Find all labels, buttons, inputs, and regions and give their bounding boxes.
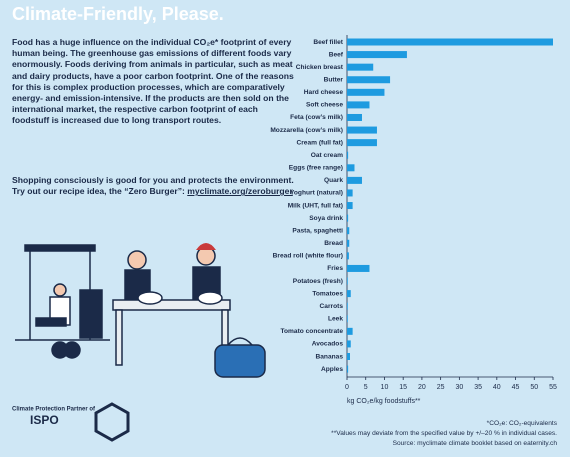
y-tick-label: Leek (328, 316, 343, 323)
y-tick-label: Pasta, spaghetti (292, 227, 343, 234)
y-tick-label: Soya drink (309, 215, 343, 222)
bar (347, 51, 407, 59)
x-tick-label: 45 (512, 384, 520, 391)
logo: Climate Protection Partner of ISPO (12, 402, 130, 442)
y-tick-label: Feta (cow’s milk) (290, 114, 343, 121)
x-tick-label: 5 (364, 384, 368, 391)
bar (347, 353, 350, 360)
bar (347, 113, 362, 121)
y-tick-label: Beef fillet (313, 39, 343, 46)
bar (347, 327, 353, 335)
bar (347, 139, 377, 147)
x-tick-label: 15 (399, 384, 407, 391)
y-tick-label: Hard cheese (304, 89, 344, 96)
x-tick-label: 25 (437, 384, 445, 391)
bar (347, 252, 349, 260)
y-tick-label: Milk (UHT, full fat) (288, 202, 343, 209)
title: Climate-Friendly, Please. (12, 4, 224, 24)
y-tick-label: Soft cheese (306, 102, 343, 109)
x-tick-label: 0 (345, 384, 349, 391)
paragraph: Shopping consciously is good for you and… (12, 175, 294, 197)
paragraph: Food has a huge influence on the individ… (12, 37, 294, 126)
footnote: Source: myclimate climate booklet based … (393, 440, 558, 447)
y-tick-label: Fries (327, 265, 343, 272)
bar (347, 202, 353, 210)
x-tick-label: 30 (455, 384, 463, 391)
y-tick-label: Quark (324, 177, 343, 184)
illustration (15, 243, 266, 378)
x-tick-label: 10 (381, 384, 389, 391)
y-tick-label: Butter (324, 76, 344, 83)
y-tick-label: Beef (329, 51, 344, 58)
brand: ISPO (30, 413, 59, 427)
logo-icon (94, 402, 130, 442)
bar (347, 76, 391, 84)
bar (347, 214, 349, 222)
bar (347, 176, 362, 184)
y-tick-label: Carrots (320, 303, 344, 310)
bar (347, 315, 348, 323)
x-tick-label: 50 (530, 384, 538, 391)
y-tick-label: Tomato concentrate (280, 328, 343, 335)
x-tick-label: 40 (493, 384, 501, 391)
paragraph-text: Shopping consciously is good for you and… (12, 175, 294, 197)
y-tick-label: Eggs (free range) (289, 165, 343, 172)
bar (347, 340, 351, 348)
x-tick-label: 55 (549, 384, 557, 391)
bar (347, 126, 377, 134)
bar (347, 365, 349, 373)
partner-label: Climate Protection Partner of (12, 407, 96, 413)
bar (347, 277, 348, 285)
y-tick-label: Bread (324, 240, 343, 247)
bar (347, 63, 374, 71)
y-tick-label: Avocados (312, 341, 344, 348)
y-tick-label: Apples (321, 366, 343, 373)
bar (347, 302, 348, 310)
y-tick-label: Oat cream (311, 152, 343, 159)
bar (347, 164, 355, 172)
y-tick-label: Bread roll (white flour) (273, 253, 343, 260)
link[interactable]: myclimate.org/zeroburger (187, 186, 293, 197)
footnote: **Values may deviate from the specified … (331, 430, 557, 437)
bar (347, 38, 553, 46)
y-tick-label: Bananas (316, 353, 344, 360)
y-tick-label: Chicken breast (296, 64, 344, 71)
x-axis-label: kg CO₂e/kg foodstuffs** (347, 398, 421, 405)
bar (347, 239, 350, 247)
bar (347, 151, 349, 159)
y-tick-label: Mozzarella (cow’s milk) (270, 127, 343, 134)
bar (347, 264, 370, 272)
y-tick-label: Cream (full fat) (296, 139, 343, 146)
bar (347, 189, 353, 197)
y-tick-label: Potatoes (fresh) (293, 278, 343, 285)
y-tick-label: Tomatoes (312, 290, 343, 297)
y-tick-label: Yoghurt (natural) (290, 190, 343, 197)
bar (347, 290, 351, 298)
bar (347, 88, 385, 96)
x-tick-label: 35 (474, 384, 482, 391)
bar (347, 101, 370, 109)
footnote: *CO₂e: CO₂-equivalents (487, 420, 558, 427)
x-tick-label: 20 (418, 384, 426, 391)
bar (347, 227, 350, 235)
